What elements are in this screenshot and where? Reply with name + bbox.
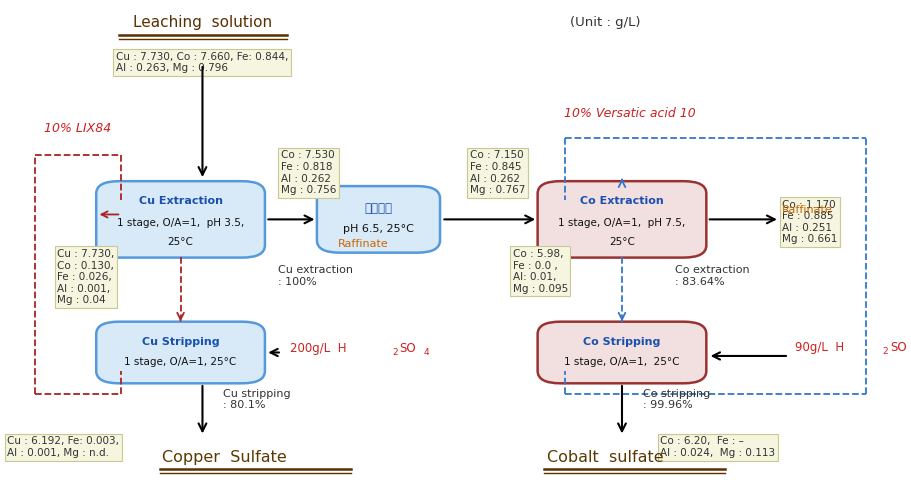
Text: Co stripping
: 99.96%: Co stripping : 99.96% — [642, 388, 710, 410]
Text: Cu Stripping: Cu Stripping — [141, 337, 220, 347]
Text: Co extraction
: 83.64%: Co extraction : 83.64% — [674, 265, 749, 287]
Text: Cu Extraction: Cu Extraction — [138, 196, 222, 206]
Text: 중화침전: 중화침전 — [364, 202, 392, 215]
Text: 1 stage, O/A=1, 25°C: 1 stage, O/A=1, 25°C — [124, 357, 237, 367]
Text: Cu : 6.192, Fe: 0.003,
Al : 0.001, Mg : n.d.: Cu : 6.192, Fe: 0.003, Al : 0.001, Mg : … — [7, 436, 119, 458]
Text: Cu : 7.730,
Co : 0.130,
Fe : 0.026,
Al : 0.001,
Mg : 0.04: Cu : 7.730, Co : 0.130, Fe : 0.026, Al :… — [57, 249, 115, 305]
Text: 90g/L  H: 90g/L H — [794, 341, 844, 354]
Text: 2: 2 — [392, 348, 397, 357]
Text: SO: SO — [399, 342, 415, 355]
Text: Raffinate: Raffinate — [781, 205, 832, 214]
Text: Cu stripping
: 80.1%: Cu stripping : 80.1% — [223, 388, 291, 410]
Text: SO: SO — [889, 341, 906, 354]
FancyBboxPatch shape — [97, 322, 264, 384]
Text: 4: 4 — [423, 348, 428, 357]
Text: Leaching  solution: Leaching solution — [133, 15, 271, 30]
Text: 25°C: 25°C — [168, 237, 193, 247]
FancyBboxPatch shape — [537, 181, 706, 257]
Text: Co : 7.150
Fe : 0.845
Al : 0.262
Mg : 0.767: Co : 7.150 Fe : 0.845 Al : 0.262 Mg : 0.… — [469, 150, 525, 195]
Text: (Unit : g/L): (Unit : g/L) — [569, 16, 640, 29]
Text: 1 stage, O/A=1,  pH 3.5,: 1 stage, O/A=1, pH 3.5, — [117, 218, 244, 228]
Text: pH 6.5, 25°C: pH 6.5, 25°C — [343, 224, 414, 234]
Text: Cu : 7.730, Co : 7.660, Fe: 0.844,
Al : 0.263, Mg : 0.796: Cu : 7.730, Co : 7.660, Fe: 0.844, Al : … — [116, 52, 288, 73]
Text: 1 stage, O/A=1,  25°C: 1 stage, O/A=1, 25°C — [564, 357, 679, 367]
Text: 2: 2 — [882, 347, 887, 356]
Text: Co : 7.530
Fe : 0.818
Al : 0.262
Mg : 0.756: Co : 7.530 Fe : 0.818 Al : 0.262 Mg : 0.… — [281, 150, 336, 195]
Text: 25°C: 25°C — [609, 237, 634, 247]
Text: Co : 5.98,
Fe : 0.0 ,
Al: 0.01,
Mg : 0.095: Co : 5.98, Fe : 0.0 , Al: 0.01, Mg : 0.0… — [512, 249, 568, 294]
FancyBboxPatch shape — [97, 181, 264, 257]
Text: Co Stripping: Co Stripping — [583, 337, 660, 347]
Text: Raffinate: Raffinate — [337, 239, 388, 249]
Text: 10% LIX84: 10% LIX84 — [44, 122, 111, 135]
Text: 1 stage, O/A=1,  pH 7.5,: 1 stage, O/A=1, pH 7.5, — [558, 218, 685, 228]
Text: Cobalt  sulfate: Cobalt sulfate — [547, 450, 663, 465]
Text: 10% Versatic acid 10: 10% Versatic acid 10 — [563, 107, 694, 120]
Text: Co : 6.20,  Fe : –
Al : 0.024,  Mg : 0.113: Co : 6.20, Fe : – Al : 0.024, Mg : 0.113 — [660, 436, 774, 458]
Text: Co : 1.170
Fe : 0.885
Al : 0.251
Mg : 0.661: Co : 1.170 Fe : 0.885 Al : 0.251 Mg : 0.… — [782, 200, 837, 245]
Text: Co Extraction: Co Extraction — [579, 196, 663, 206]
Text: 200g/L  H: 200g/L H — [290, 342, 346, 355]
FancyBboxPatch shape — [317, 186, 439, 252]
Text: Copper  Sulfate: Copper Sulfate — [162, 450, 287, 465]
FancyBboxPatch shape — [537, 322, 706, 384]
Text: Cu extraction
: 100%: Cu extraction : 100% — [278, 265, 353, 287]
